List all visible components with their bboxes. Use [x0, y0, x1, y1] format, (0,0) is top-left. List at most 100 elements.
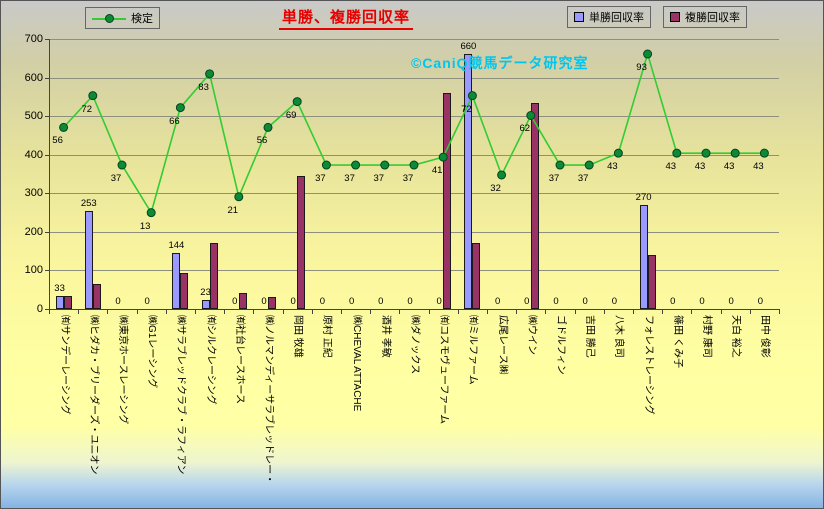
- bar-value-label: 144: [168, 240, 185, 252]
- line-point-label: 72: [81, 103, 93, 115]
- gridline: [49, 154, 779, 156]
- y-axis-tick: [45, 77, 49, 79]
- legend-kentei: 検定: [85, 7, 160, 29]
- y-axis-tick-label: 300: [24, 187, 43, 200]
- bar-fukusho: [443, 93, 452, 309]
- x-axis-tick: [341, 309, 342, 314]
- kentei-marker: [759, 148, 769, 158]
- kentei-marker: [117, 160, 127, 170]
- gridline: [49, 39, 779, 40]
- bar-value-label: 270: [635, 191, 652, 203]
- legend-kentei-label: 検定: [131, 13, 153, 25]
- y-axis-tick-label: 0: [36, 303, 43, 315]
- x-axis-tick: [662, 309, 664, 314]
- y-axis-tick-label: 600: [24, 71, 43, 84]
- line-point-label: 69: [285, 109, 297, 121]
- bar-value-label: 0: [524, 296, 530, 307]
- y-axis-tick: [45, 154, 49, 156]
- x-axis-tick: [779, 309, 780, 314]
- x-axis-tick: [136, 309, 138, 314]
- bar-fukusho: [268, 297, 276, 309]
- bar-value-label: 0: [290, 296, 296, 307]
- x-axis-tick: [399, 309, 401, 314]
- bar-tansho: [84, 211, 93, 309]
- kentei-marker: [672, 148, 682, 158]
- y-axis-line: [49, 39, 50, 310]
- bar-value-label: 0: [348, 296, 355, 307]
- line-point-label: 13: [139, 220, 151, 232]
- kentei-marker: [643, 49, 653, 59]
- x-axis-tick: [691, 309, 693, 314]
- bar-tansho: [201, 300, 210, 309]
- kentei-marker: [321, 160, 331, 170]
- line-legend-marker-icon: [92, 13, 126, 23]
- bar-value-label: 660: [460, 41, 477, 53]
- bar-value-label: 0: [407, 296, 413, 307]
- y-axis-tick-label: 100: [24, 264, 43, 277]
- legend-tansho-label: 単勝回収率: [589, 12, 644, 24]
- kentei-marker: [438, 152, 448, 162]
- bar-fukusho: [209, 243, 218, 309]
- bar-value-label: 253: [80, 198, 97, 210]
- kentei-marker: [175, 103, 185, 113]
- y-axis-tick-label: 500: [24, 110, 43, 123]
- legend-fukusho: 複勝回収率: [663, 6, 747, 28]
- bar-value-label: 0: [728, 296, 734, 307]
- bar-value-label: 0: [115, 296, 121, 307]
- kentei-marker: [146, 208, 156, 218]
- y-axis-tick: [45, 231, 49, 233]
- x-axis-tick: [78, 309, 80, 314]
- bar-fukusho: [92, 283, 101, 309]
- line-point-label: 37: [315, 173, 326, 185]
- kentei-marker: [467, 91, 477, 101]
- bar-value-label: 33: [54, 283, 65, 295]
- gridline: [49, 270, 779, 272]
- x-axis-tick: [516, 309, 518, 314]
- kentei-marker: [701, 148, 711, 158]
- gridline: [49, 77, 779, 79]
- bar-value-label: 0: [494, 296, 501, 307]
- bar-value-label: 0: [232, 296, 238, 307]
- bar-value-label: 0: [582, 296, 588, 307]
- line-point-label: 32: [490, 182, 501, 194]
- bar-value-label: 0: [611, 296, 618, 307]
- line-point-label: 56: [256, 135, 268, 147]
- bar-value-label: 0: [319, 296, 326, 307]
- gridline: [49, 116, 779, 118]
- x-axis-tick: [749, 309, 751, 314]
- line-point-label: 37: [577, 173, 589, 185]
- x-axis-tick: [633, 309, 634, 314]
- kentei-marker: [263, 122, 273, 132]
- bar-tansho: [464, 54, 473, 309]
- x-axis-tick: [370, 309, 372, 314]
- x-axis-tick: [487, 309, 488, 314]
- x-axis-tick: [720, 309, 722, 314]
- line-point-label: 56: [52, 135, 63, 147]
- y-axis-tick: [45, 116, 49, 118]
- x-axis-tick: [282, 309, 284, 314]
- x-axis-tick: [311, 309, 313, 314]
- x-axis-tick: [603, 309, 605, 314]
- bar-fukusho: [180, 273, 189, 309]
- kentei-marker: [555, 160, 565, 170]
- y-axis-tick: [45, 39, 49, 40]
- line-point-label: 66: [169, 115, 180, 127]
- x-axis-tick: [428, 309, 430, 314]
- kentei-marker: [351, 160, 361, 170]
- y-axis-tick-label: 700: [24, 33, 43, 45]
- line-point-label: 37: [110, 173, 122, 185]
- bar-tansho: [639, 204, 648, 309]
- kentei-marker: [205, 69, 215, 79]
- fukusho-swatch-icon: [670, 12, 680, 22]
- bar-fukusho: [647, 255, 656, 309]
- line-point-label: 62: [519, 123, 531, 135]
- chart-title: 単勝、複勝回収率: [279, 6, 414, 30]
- line-point-label: 93: [636, 62, 647, 74]
- x-axis-tick: [107, 309, 109, 314]
- legend-line-dot-icon: [105, 13, 114, 23]
- line-point-label: 72: [461, 103, 472, 115]
- legend-fukusho-label: 複勝回収率: [685, 12, 740, 24]
- bar-value-label: 23: [200, 287, 211, 299]
- kentei-marker: [59, 122, 69, 132]
